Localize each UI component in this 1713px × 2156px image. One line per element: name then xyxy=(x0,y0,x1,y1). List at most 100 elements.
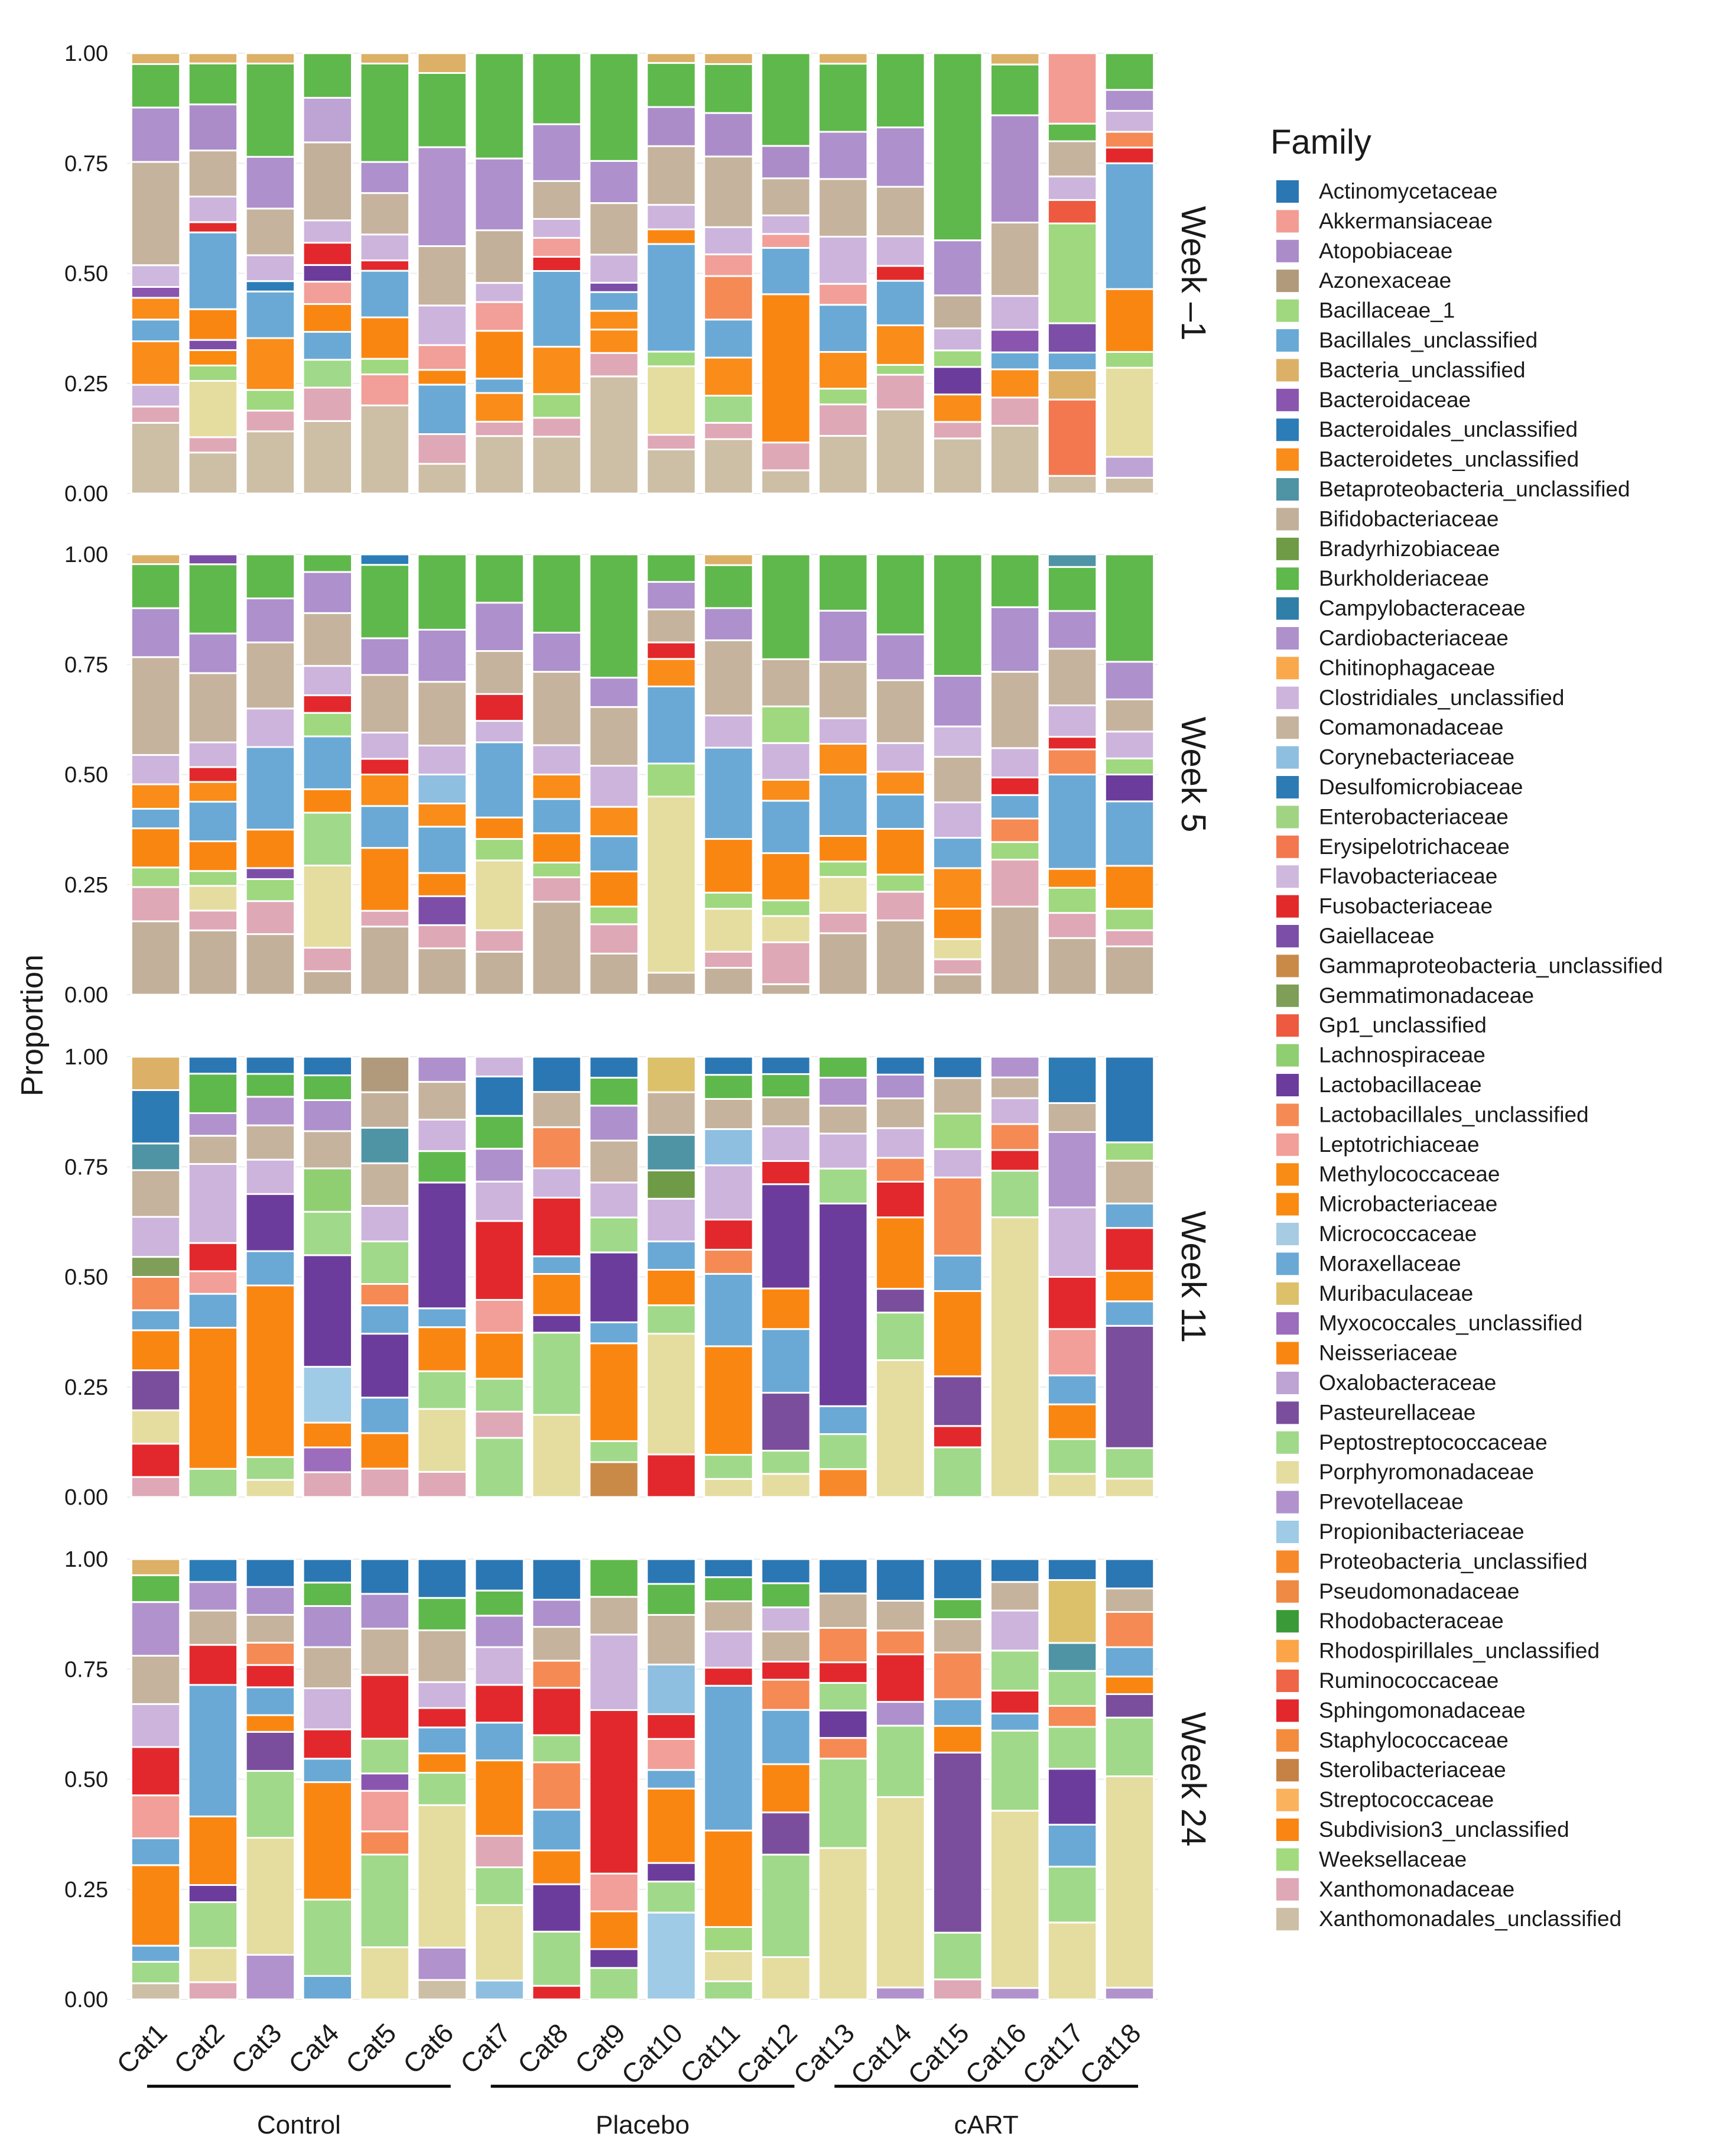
bar-segment xyxy=(1104,1300,1155,1327)
legend-item: Lactobacillales_unclassified xyxy=(1276,1102,1589,1126)
bar-segment xyxy=(474,421,525,437)
bar-segment xyxy=(245,1613,296,1644)
bar-segment xyxy=(359,1397,410,1434)
legend-item: Lactobacillaceae xyxy=(1276,1073,1482,1097)
bar-segment xyxy=(245,1096,296,1126)
bar-segment xyxy=(417,681,467,746)
legend-label: Flavobacteriaceae xyxy=(1319,864,1497,888)
legend-swatch xyxy=(1276,716,1299,739)
bar-segment xyxy=(531,671,582,746)
bar-segment xyxy=(531,1883,582,1933)
legend-label: Bacillaceae_1 xyxy=(1319,298,1455,323)
bar-segment xyxy=(474,693,525,722)
bar-segment xyxy=(646,1091,697,1136)
bar-segment xyxy=(359,637,410,676)
bar-segment xyxy=(1046,398,1098,477)
bar-Cat3 xyxy=(245,1558,296,2001)
legend-swatch xyxy=(1276,1074,1299,1096)
bar-segment xyxy=(760,1660,811,1681)
bar-segment xyxy=(359,1091,410,1129)
bar-Cat13 xyxy=(818,553,869,996)
bar-segment xyxy=(130,1056,181,1091)
legend-swatch xyxy=(1276,1044,1299,1067)
bar-Cat7 xyxy=(474,1558,525,2001)
legend-swatch xyxy=(1276,1133,1299,1156)
bar-segment xyxy=(417,245,467,307)
bar-segment xyxy=(989,1097,1041,1125)
legend-label: Streptococcaceae xyxy=(1319,1788,1494,1812)
bar-segment xyxy=(646,52,697,64)
bar-segment xyxy=(646,145,697,206)
bar-Cat15 xyxy=(932,1558,983,2001)
bar-segment xyxy=(187,766,239,783)
bar-segment xyxy=(474,330,525,380)
legend-label: Fusobacteriaceae xyxy=(1319,894,1493,918)
bar-segment xyxy=(818,178,869,238)
bar-segment xyxy=(1046,868,1098,889)
bar-segment xyxy=(760,1709,811,1765)
bar-Cat8 xyxy=(531,1558,582,2001)
bar-segment xyxy=(359,910,410,928)
bar-segment xyxy=(875,633,926,681)
bar-segment xyxy=(417,803,467,828)
bar-segment xyxy=(646,1911,697,2001)
bar-segment xyxy=(245,1954,296,2001)
bar-segment xyxy=(417,433,467,465)
bar-segment xyxy=(989,1076,1041,1099)
bar-segment xyxy=(417,369,467,386)
y-tick-label: 0.75 xyxy=(64,1657,108,1682)
bar-segment xyxy=(1104,1716,1155,1778)
bar-segment xyxy=(245,878,296,902)
bar-segment xyxy=(302,1056,353,1076)
bar-segment xyxy=(245,1479,296,1498)
bar-segment xyxy=(1104,1202,1155,1229)
bar-segment xyxy=(818,52,869,65)
bar-segment xyxy=(245,1714,296,1733)
bar-segment xyxy=(531,180,582,220)
bar-segment xyxy=(932,1112,983,1150)
bar-segment xyxy=(130,63,181,109)
bar-segment xyxy=(818,1758,869,1849)
legend-item: Gaiellaceae xyxy=(1276,924,1434,948)
legend-label: Subdivision3_unclassified xyxy=(1319,1817,1569,1842)
bar-segment xyxy=(703,1950,754,1982)
bar-segment xyxy=(1104,147,1155,164)
bar-segment xyxy=(818,876,869,914)
legend-swatch xyxy=(1276,597,1299,620)
bar-segment xyxy=(302,788,353,814)
bar-segment xyxy=(760,658,811,707)
bar-segment xyxy=(187,364,239,382)
bar-segment xyxy=(989,841,1041,861)
bar-segment xyxy=(989,671,1041,749)
legend-label: Gp1_unclassified xyxy=(1319,1013,1487,1037)
bar-segment xyxy=(531,270,582,348)
legend-label: Neisseriaceae xyxy=(1319,1341,1457,1365)
bar-Cat4 xyxy=(302,52,353,495)
bar-segment xyxy=(531,393,582,419)
bar-segment xyxy=(1104,476,1155,495)
bar-Cat13 xyxy=(818,52,869,495)
bar-segment xyxy=(531,1599,582,1628)
legend-swatch xyxy=(1276,746,1299,769)
bar-segment xyxy=(818,1132,869,1170)
bar-segment xyxy=(531,1255,582,1275)
bar-segment xyxy=(417,826,467,874)
y-tick-label: 1.00 xyxy=(64,41,108,66)
bar-segment xyxy=(703,253,754,277)
bar-segment xyxy=(302,242,353,266)
bar-segment xyxy=(760,1473,811,1498)
bar-segment xyxy=(130,1409,181,1445)
legend-item: Methylococcaceae xyxy=(1276,1162,1500,1186)
bar-segment xyxy=(932,421,983,440)
facet-strip-label: Week 24 xyxy=(1174,1712,1213,1847)
bar-segment xyxy=(875,1216,926,1290)
bar-segment xyxy=(703,1345,754,1456)
bar-segment xyxy=(875,1097,926,1129)
bar-segment xyxy=(932,1077,983,1115)
bar-segment xyxy=(359,1333,410,1399)
bar-segment xyxy=(989,553,1041,608)
bar-segment xyxy=(875,363,926,376)
bar-segment xyxy=(359,774,410,807)
bar-segment xyxy=(1104,1447,1155,1480)
legend-item: Rhodospirillales_unclassified xyxy=(1276,1639,1600,1663)
